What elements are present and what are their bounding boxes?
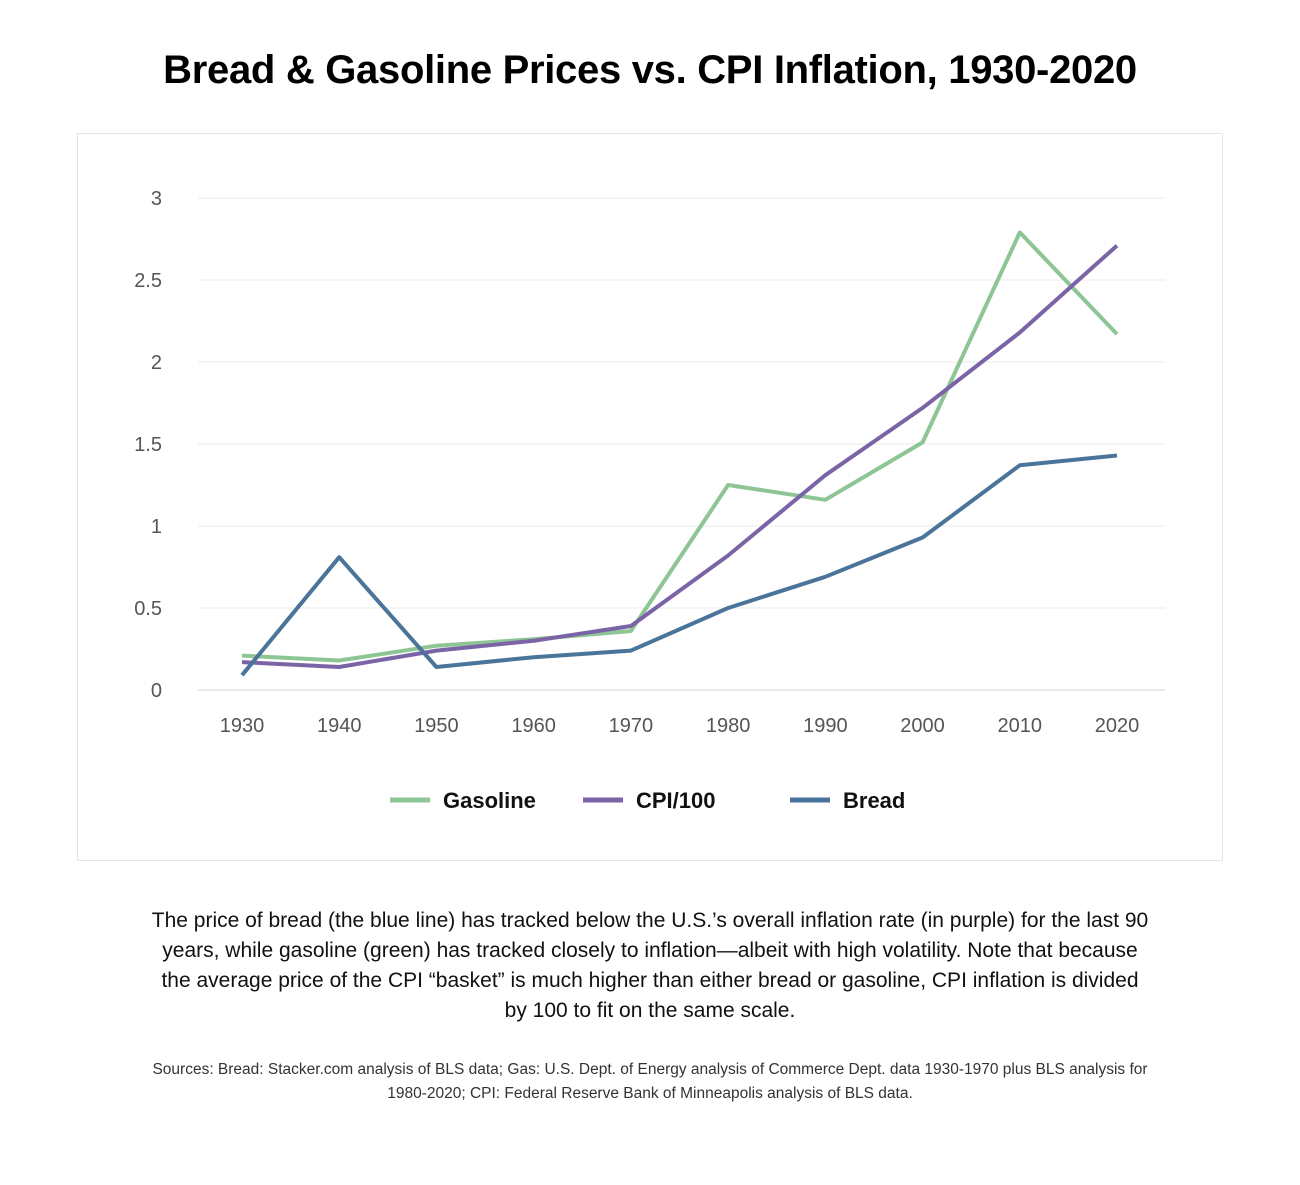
y-tick-label: 3 [151, 188, 162, 210]
x-tick-label: 1930 [220, 715, 265, 737]
legend: Gasoline CPI/100 Bread [390, 788, 905, 813]
y-tick-label: 0.5 [134, 598, 162, 620]
series-line-bread [240, 453, 1118, 677]
chart-title: Bread & Gasoline Prices vs. CPI Inflatio… [163, 48, 1137, 92]
y-tick-label: 1 [151, 516, 162, 538]
series-line-gasoline [241, 230, 1119, 663]
x-tick-label: 1950 [414, 715, 459, 737]
x-tick-label: 1990 [803, 715, 848, 737]
series-line-cpi-100 [241, 244, 1119, 669]
legend-label-cpi-100: CPI/100 [636, 788, 716, 813]
y-tick-label: 2.5 [134, 270, 162, 292]
x-tick-label: 1980 [706, 715, 751, 737]
legend-label-gasoline: Gasoline [443, 788, 536, 813]
legend-label-bread: Bread [843, 788, 905, 813]
x-axis-ticks: 1930 1940 1950 1960 1970 1980 1990 2000 2010 2020 [220, 715, 1140, 737]
x-tick-label: 2010 [998, 715, 1043, 737]
sources-note: Sources: Bread: Stacker.com analysis of … [152, 1061, 1148, 1102]
gridlines [198, 197, 1165, 691]
y-axis-ticks: 0 0.5 1 1.5 2 2.5 3 [134, 188, 162, 702]
chart-caption: The price of bread (the blue line) has t… [151, 909, 1149, 1022]
x-tick-label: 1940 [317, 715, 362, 737]
x-tick-label: 1960 [511, 715, 556, 737]
y-tick-label: 2 [151, 352, 162, 374]
x-tick-label: 1970 [609, 715, 654, 737]
chart-panel [77, 133, 1223, 861]
x-tick-label: 2000 [900, 715, 945, 737]
series-lines [240, 230, 1119, 677]
y-tick-label: 1.5 [134, 434, 162, 456]
y-tick-label: 0 [151, 680, 162, 702]
x-tick-label: 2020 [1095, 715, 1140, 737]
